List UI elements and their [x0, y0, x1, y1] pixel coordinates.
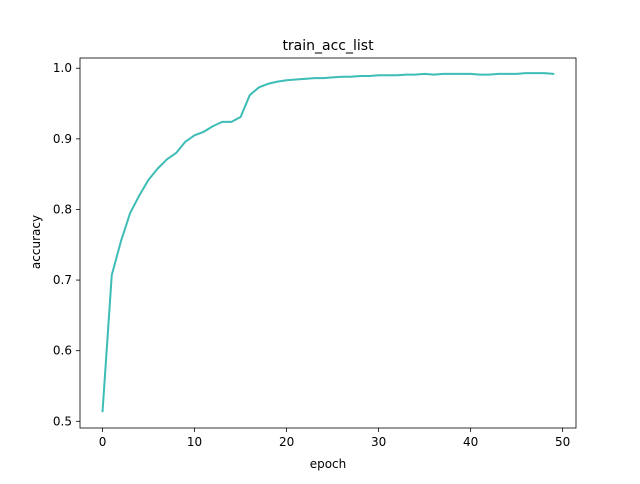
- y-tick-label: 0.7: [53, 273, 72, 287]
- y-tick-label: 0.8: [53, 202, 72, 216]
- plot-area: 0 10 20 30 40 50 0.5 0.6 0.7 0.8 0.9 1.0: [53, 57, 577, 449]
- chart-title: train_acc_list: [282, 38, 374, 54]
- x-tick-label: 40: [463, 435, 478, 449]
- x-tick-label: 10: [187, 435, 202, 449]
- x-tick-label: 50: [555, 435, 570, 449]
- series-line: [101, 72, 555, 413]
- y-tick-label: 1.0: [53, 61, 72, 75]
- x-tick-label: 20: [279, 435, 294, 449]
- x-tick-label: 0: [99, 435, 107, 449]
- x-tick-label: 30: [371, 435, 386, 449]
- x-axis-label: epoch: [310, 457, 347, 471]
- plot-frame: [79, 57, 577, 429]
- y-axis-label: accuracy: [29, 215, 43, 269]
- y-tick-label: 0.9: [53, 132, 72, 146]
- y-tick-label: 0.5: [53, 414, 72, 428]
- y-tick-label: 0.6: [53, 344, 72, 358]
